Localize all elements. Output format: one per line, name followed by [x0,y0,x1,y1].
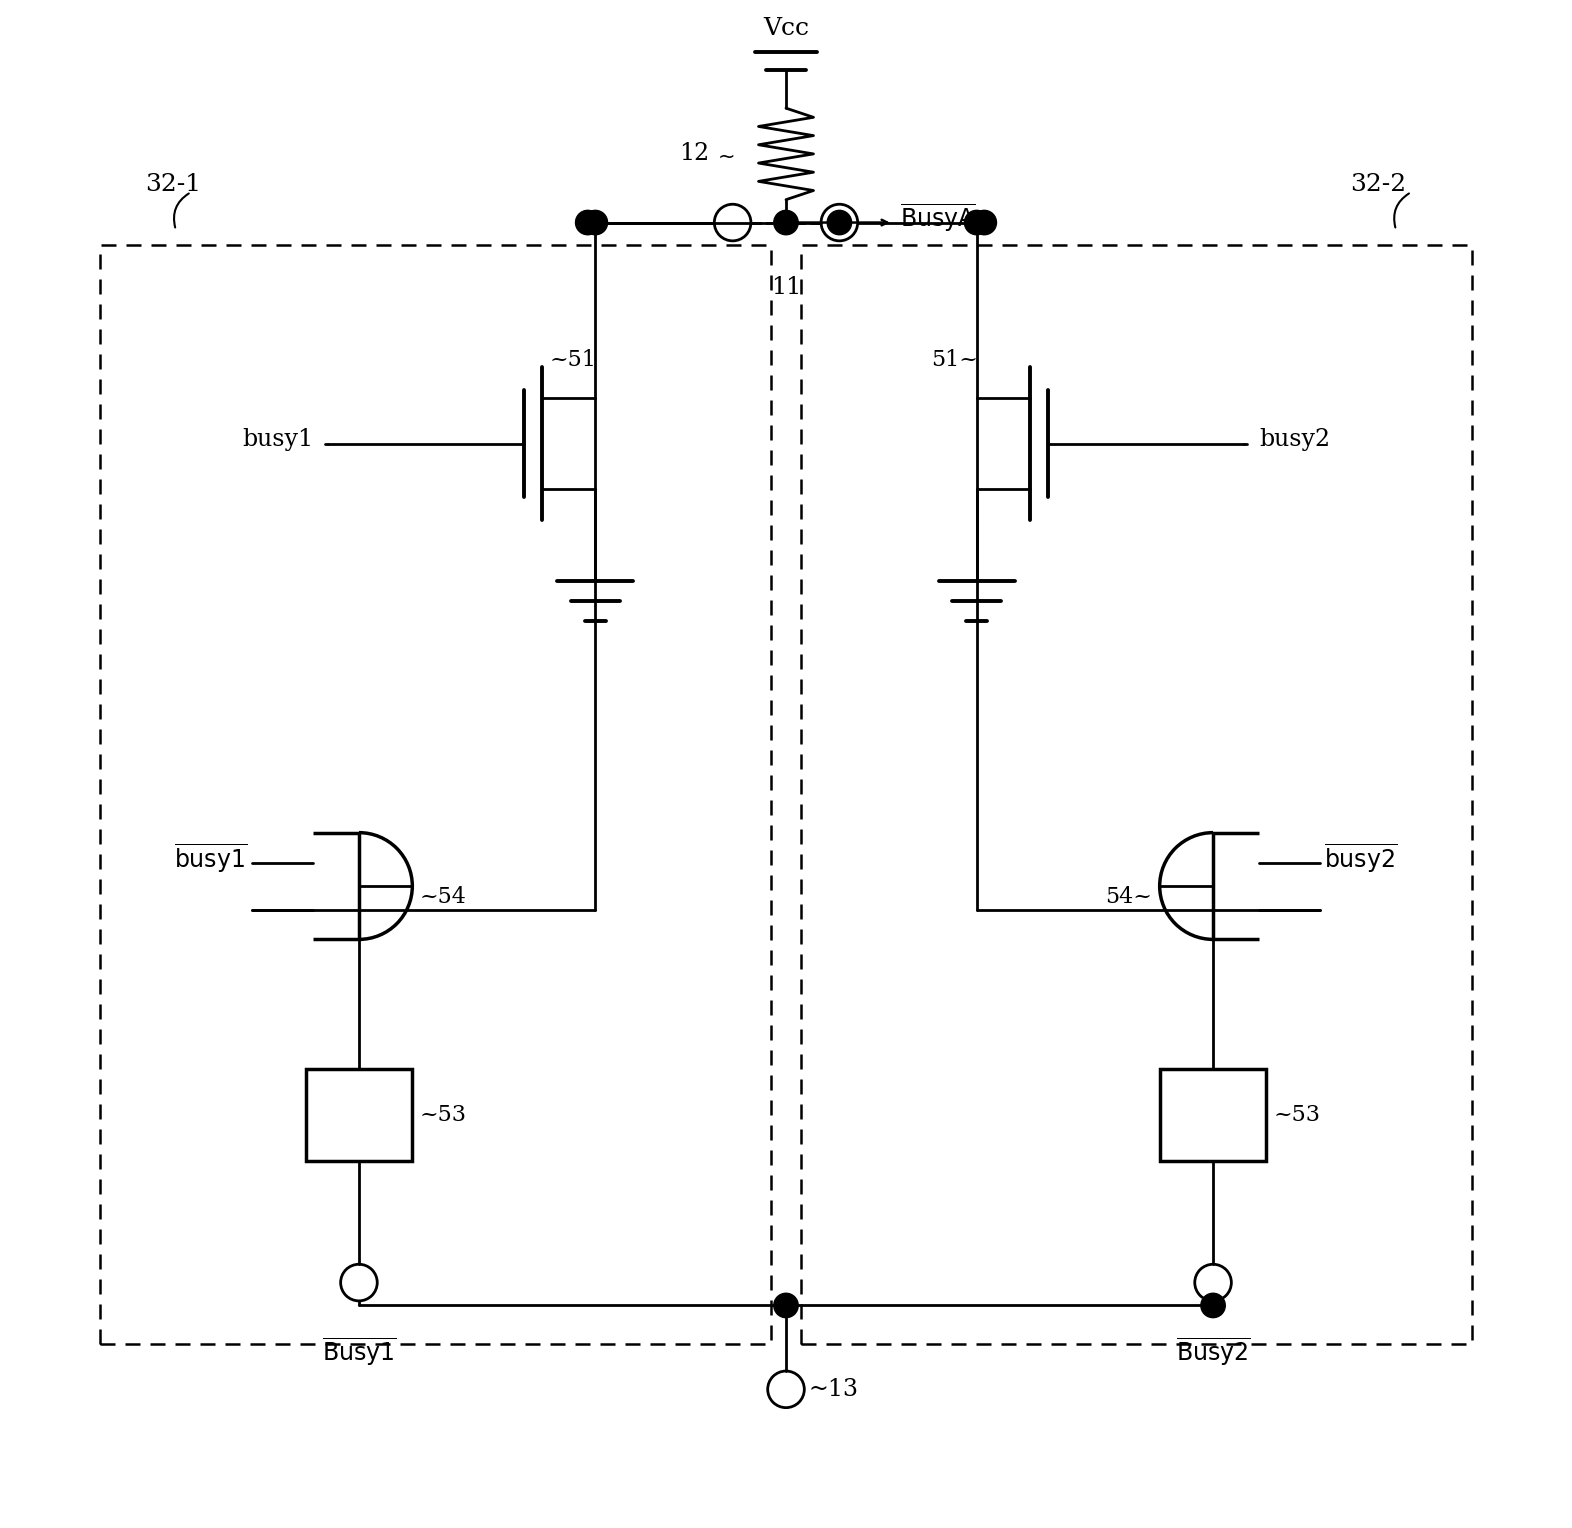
Text: busy1: busy1 [242,428,313,451]
Circle shape [1201,1293,1225,1317]
Text: 54~: 54~ [1105,886,1152,908]
Text: ~51: ~51 [550,348,596,371]
Text: $\overline{\mathrm{BusyA}}$: $\overline{\mathrm{BusyA}}$ [901,202,976,234]
Circle shape [965,211,989,235]
Text: ~54: ~54 [420,886,467,908]
Text: ~13: ~13 [810,1378,858,1401]
Text: $\overline{\mathrm{Busy1}}$: $\overline{\mathrm{Busy1}}$ [322,1335,396,1368]
Circle shape [583,211,607,235]
Text: 32-1: 32-1 [145,173,201,196]
Text: Vcc: Vcc [762,17,810,40]
Circle shape [575,211,601,235]
Text: $\overline{\mathrm{busy1}}$: $\overline{\mathrm{busy1}}$ [174,842,248,874]
Text: $\overline{\mathrm{busy2}}$: $\overline{\mathrm{busy2}}$ [1324,842,1398,874]
Text: ~53: ~53 [1273,1103,1320,1126]
Text: 11: 11 [770,277,802,299]
Circle shape [971,211,997,235]
Text: busy2: busy2 [1259,428,1330,451]
Text: 51~: 51~ [931,348,978,371]
Text: ~53: ~53 [420,1103,467,1126]
Text: ~: ~ [717,147,734,167]
Circle shape [773,1293,799,1317]
Text: 32-2: 32-2 [1350,173,1407,196]
Circle shape [773,211,799,235]
Circle shape [827,211,852,235]
Text: $\overline{\mathrm{Busy2}}$: $\overline{\mathrm{Busy2}}$ [1176,1335,1250,1368]
Text: 12: 12 [679,142,709,165]
